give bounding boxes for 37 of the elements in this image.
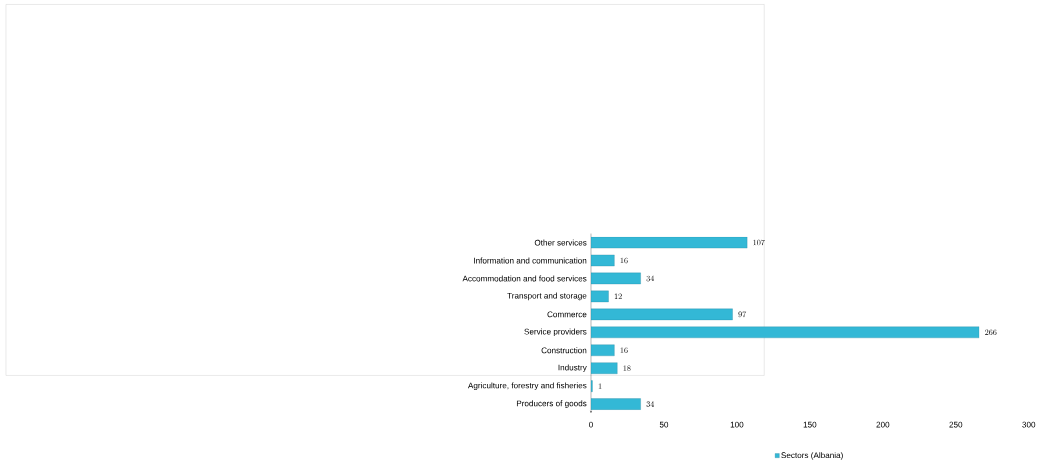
y-tick-label: Service providers <box>524 328 587 337</box>
data-label: 12 <box>614 293 622 299</box>
x-tick-label: 100 <box>730 421 744 428</box>
data-label: 16 <box>620 347 628 354</box>
y-tick-label: Information and communication <box>474 257 587 264</box>
data-label: 107 <box>753 239 765 246</box>
bar <box>590 272 641 285</box>
x-tick-label: 0 <box>589 421 593 428</box>
data-label: 16 <box>620 257 628 264</box>
y-tick-label: Agriculture, forestry and fisheries <box>467 382 587 390</box>
bar <box>590 290 609 303</box>
bar <box>590 362 618 374</box>
data-label: 18 <box>623 365 631 371</box>
x-tick-label: 300 <box>1022 421 1036 428</box>
y-tick-label: Other services <box>534 239 587 246</box>
y-tick-label: Accommodation and food services <box>462 275 587 282</box>
bar <box>590 398 641 410</box>
bar <box>590 344 615 356</box>
bar <box>590 236 748 249</box>
x-tick-label: 200 <box>876 421 890 428</box>
x-tick-label: 250 <box>949 421 963 428</box>
y-tick-label: Construction <box>541 347 587 354</box>
y-tick-label: Transport and storage <box>507 292 587 301</box>
bar <box>590 254 615 267</box>
data-label: 266 <box>985 329 997 336</box>
data-label: 34 <box>646 275 655 282</box>
x-tick-label: 50 <box>659 421 669 428</box>
bar <box>590 308 733 321</box>
y-tick-label: Producers of goods <box>516 400 587 408</box>
data-label: 1 <box>598 383 602 389</box>
data-label: 34 <box>646 401 655 407</box>
x-tick-label: 150 <box>803 421 817 428</box>
y-tick-label: Industry <box>558 364 587 372</box>
legend-label: Sectors (Albania) <box>781 452 843 460</box>
y-tick-label: Commerce <box>547 311 587 318</box>
bar <box>590 326 980 338</box>
data-label: 97 <box>738 311 747 318</box>
